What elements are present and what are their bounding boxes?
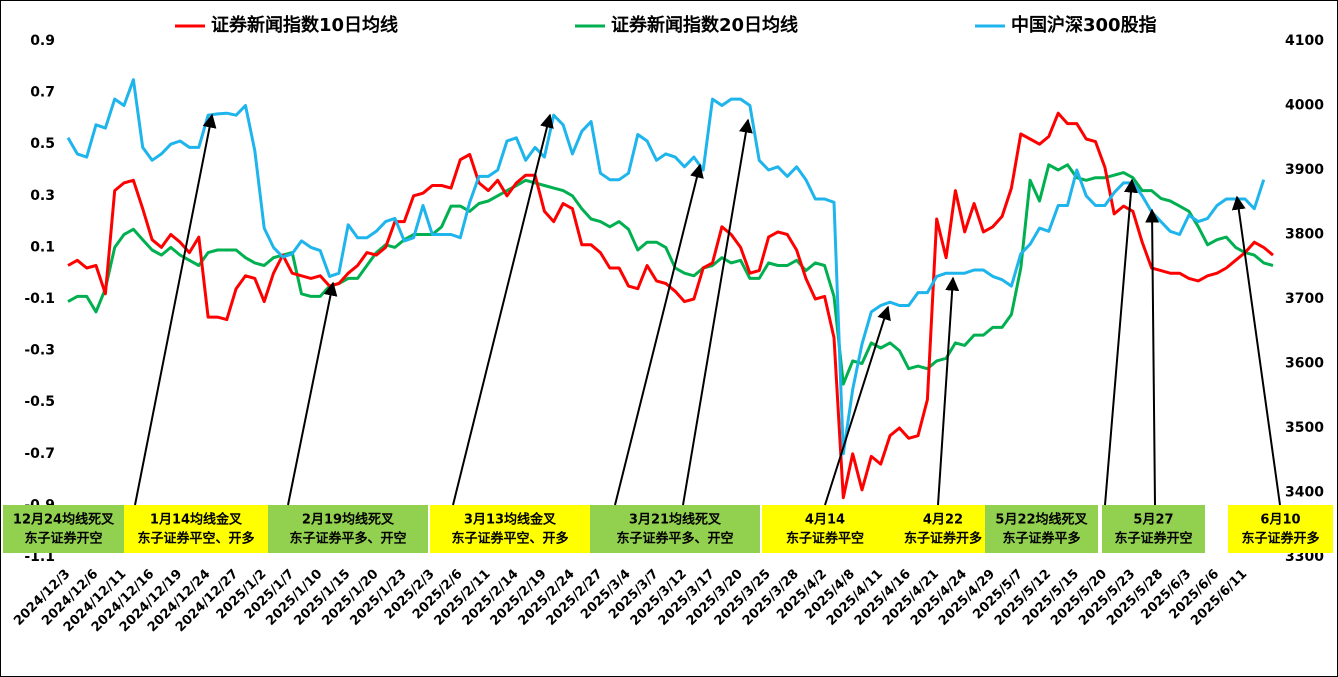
- annotation-arrow: [1231, 195, 1281, 506]
- annotation-box: [1102, 505, 1205, 553]
- annotation-text: 东子证券平空: [786, 531, 864, 547]
- y2-tick-label: 3400: [1285, 485, 1324, 501]
- annotation-text: 2月19均线死叉: [302, 512, 395, 528]
- annotation-arrow: [937, 276, 960, 506]
- y2-tick-label: 3800: [1285, 227, 1324, 243]
- annotation-text: 4月22: [923, 513, 963, 528]
- annotation-arrow: [287, 281, 338, 506]
- y-tick-label: -0.7: [24, 446, 55, 462]
- annotation-text: 东子证券开空: [24, 531, 102, 547]
- annotation-arrow: [614, 163, 704, 506]
- y-tick-label: -0.1: [24, 291, 55, 307]
- annotation-box: [888, 505, 998, 553]
- annotation-text: 3月13均线金叉: [464, 512, 557, 528]
- annotation-arrow: [452, 113, 554, 506]
- annotation-box: [3, 505, 124, 553]
- annotation-text: 5月27: [1133, 513, 1173, 528]
- y2-tick-label: 4100: [1285, 33, 1324, 49]
- series-line: [66, 78, 1266, 456]
- annotation-box: [762, 505, 888, 553]
- y2-tick-label: 3700: [1285, 291, 1324, 307]
- y-tick-label: 0.5: [30, 136, 55, 152]
- annotation-box: [590, 505, 760, 553]
- annotation-arrow: [1145, 208, 1160, 506]
- annotation-box: [985, 505, 1098, 553]
- legend-label: 证券新闻指数20日均线: [611, 14, 798, 36]
- annotation-arrow: [1104, 178, 1138, 506]
- y-tick-label: 0.9: [30, 33, 55, 49]
- annotation-text: 东子证券开多: [1241, 531, 1319, 547]
- annotation-text: 5月22均线死叉: [995, 512, 1088, 528]
- annotation-text: 12月24均线死叉: [13, 512, 115, 528]
- annotation-text: 东子证券平多、开空: [289, 531, 406, 547]
- annotation-box: [124, 505, 268, 553]
- annotation-box: [268, 505, 428, 553]
- y-tick-label: 0.7: [30, 85, 55, 101]
- series-line: [67, 111, 1274, 500]
- annotation-arrow: [824, 305, 891, 506]
- annotation-text: 东子证券平空、开多: [137, 531, 254, 547]
- annotation-box: [1228, 505, 1333, 553]
- y-tick-label: 0.3: [30, 188, 55, 204]
- annotation-text: 6月10: [1260, 513, 1300, 528]
- y2-tick-label: 3600: [1285, 356, 1324, 372]
- annotation-text: 东子证券平多、开空: [616, 531, 733, 547]
- annotation-text: 东子证券开空: [1114, 531, 1192, 547]
- legend-label: 中国沪深300股指: [1011, 14, 1157, 36]
- annotation-text: 4月14: [805, 513, 845, 528]
- annotation-text: 1月14均线金叉: [150, 512, 243, 528]
- y-tick-label: 0.1: [30, 239, 55, 255]
- y2-tick-label: 3500: [1285, 420, 1324, 436]
- annotation-text: 东子证券开多: [904, 531, 982, 547]
- annotation-text: 东子证券平空、开多: [451, 531, 568, 547]
- annotation-arrow: [682, 118, 753, 506]
- y-tick-label: -0.3: [24, 343, 55, 359]
- series-line: [67, 163, 1274, 386]
- y-tick-label: -0.5: [24, 394, 55, 410]
- annotation-arrow: [134, 113, 217, 506]
- annotation-text: 东子证券平多: [1002, 531, 1080, 547]
- annotation-text: 3月21均线死叉: [629, 512, 722, 528]
- legend-label: 证券新闻指数10日均线: [211, 14, 398, 36]
- y2-tick-label: 4000: [1285, 98, 1324, 114]
- annotation-box: [430, 505, 590, 553]
- y2-tick-label: 3900: [1285, 162, 1324, 178]
